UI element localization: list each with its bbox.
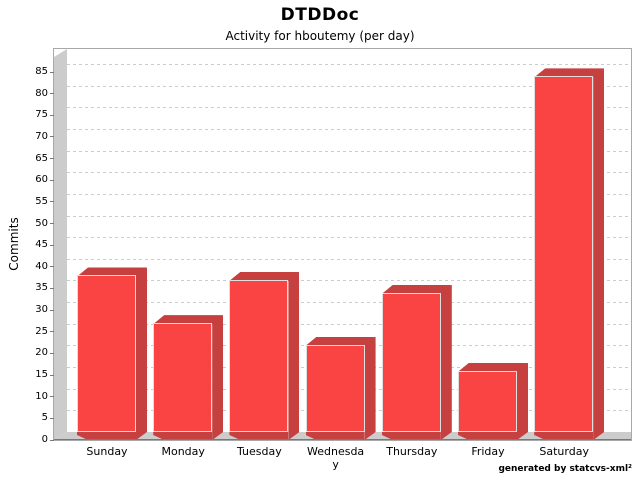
y-tick-mark-65	[50, 158, 54, 160]
bar-face-side	[288, 272, 299, 440]
y-tick-label-45: 45	[35, 239, 48, 251]
y-tick-label-25: 25	[35, 325, 48, 337]
bar-face-front	[534, 76, 594, 432]
bar-face-front	[77, 275, 136, 432]
bar-sunday	[77, 267, 147, 440]
y-tick-label-35: 35	[35, 282, 48, 294]
bar-face-top	[305, 336, 376, 346]
y-tick-label-70: 70	[35, 130, 48, 142]
bar-thursday	[381, 284, 452, 440]
category-label-sunday: Sunday	[86, 445, 128, 458]
gridline-25	[67, 323, 631, 325]
y-tick-mark-60	[50, 179, 54, 181]
generator-credit: generated by statcvs-xml²	[498, 464, 632, 474]
y-tick-label-20: 20	[35, 347, 48, 359]
gridline-50	[67, 215, 631, 217]
y-tick-label-85: 85	[35, 66, 48, 78]
y-tick-mark-40	[50, 266, 54, 268]
y-tick-mark-0	[50, 439, 54, 441]
bar-face-skirt	[305, 431, 365, 440]
plot-area: 0 5 10 15 20 25 30 35 40 45 50 55 60 65 70 75 80 85 Sunday…	[35, 48, 632, 471]
bar-monday	[153, 315, 224, 440]
gridline-60	[67, 172, 631, 174]
left-wall-3d	[54, 49, 67, 440]
y-tick-label-60: 60	[35, 174, 48, 186]
y-tick-mark-20	[50, 352, 54, 354]
y-tick-mark-30	[50, 309, 54, 311]
y-tick-label-40: 40	[35, 260, 48, 272]
bar-saturday	[534, 68, 605, 440]
y-tick-label-0: 0	[41, 434, 48, 445]
bar-face-front	[458, 370, 517, 432]
bar-face-top	[153, 315, 224, 325]
y-tick-label-50: 50	[35, 217, 48, 229]
bar-face-side	[441, 285, 452, 440]
y-tick-label-5: 5	[41, 412, 48, 424]
gridline-40	[67, 258, 631, 260]
bar-face-side	[365, 337, 376, 440]
chart-title: DTDDoc	[280, 5, 360, 25]
category-label-wednesday: Wednesday	[307, 445, 365, 471]
plot-inner: 0 5 10 15 20 25 30 35 40 45 50 55 60 65 70 75 80 85 Sunday…	[35, 49, 631, 471]
y-tick-label-15: 15	[35, 369, 48, 381]
gridline-35	[67, 280, 631, 282]
y-tick-mark-75	[50, 114, 54, 116]
category-label-tuesday: Tuesday	[237, 445, 282, 458]
y-tick-mark-50	[50, 223, 54, 225]
x-axis-line	[54, 439, 631, 440]
bar-face-front	[229, 279, 289, 432]
bar-tuesday	[229, 271, 300, 440]
bar-face-top	[229, 271, 300, 281]
y-tick-label-55: 55	[35, 195, 48, 207]
bar-face-skirt	[458, 431, 517, 440]
bar-face-front	[305, 344, 365, 432]
gridline-75	[67, 107, 631, 109]
y-tick-mark-35	[50, 287, 54, 289]
bar-face-front	[153, 323, 213, 432]
y-tick-mark-5	[50, 417, 54, 419]
bar-face-skirt	[77, 431, 136, 440]
bar-face-skirt	[229, 431, 289, 440]
bar-face-skirt	[153, 431, 213, 440]
y-tick-mark-55	[50, 201, 54, 203]
y-tick-label-65: 65	[35, 152, 48, 164]
y-tick-mark-70	[50, 136, 54, 138]
gridline-65	[67, 150, 631, 152]
gridline-55	[67, 193, 631, 195]
bar-face-side	[517, 363, 528, 440]
gridline-30	[67, 302, 631, 304]
bar-face-side	[593, 68, 604, 440]
bar-face-side	[212, 315, 223, 440]
chart-subtitle: Activity for hboutemy (per day)	[225, 29, 415, 43]
y-tick-label-80: 80	[35, 87, 48, 99]
y-tick-mark-45	[50, 244, 54, 246]
gridline-45	[67, 237, 631, 239]
category-label-friday: Friday	[471, 445, 505, 458]
y-tick-label-10: 10	[35, 390, 48, 402]
bar-face-top	[77, 267, 147, 277]
y-tick-label-30: 30	[35, 304, 48, 316]
y-tick-mark-10	[50, 396, 54, 398]
bar-face-skirt	[534, 431, 594, 440]
y-tick-mark-85	[50, 71, 54, 73]
gridline-70	[67, 128, 631, 130]
y-tick-mark-25	[50, 331, 54, 333]
y-tick-mark-80	[50, 93, 54, 95]
y-tick-mark-15	[50, 374, 54, 376]
bar-face-top	[534, 68, 605, 78]
bar-friday	[458, 362, 528, 440]
category-label-monday: Monday	[161, 445, 205, 458]
bar-face-top	[458, 362, 528, 372]
gridline-80	[67, 85, 631, 87]
y-tick-label-75: 75	[35, 109, 48, 121]
bar-face-skirt	[381, 431, 441, 440]
category-label-saturday: Saturday	[539, 445, 589, 458]
bar-face-top	[381, 284, 452, 294]
bar-face-side	[136, 267, 147, 440]
gridline-85	[67, 64, 631, 66]
bar-wednesday	[305, 336, 376, 440]
category-label-thursday: Thursday	[386, 445, 438, 458]
bar-face-front	[381, 292, 441, 432]
